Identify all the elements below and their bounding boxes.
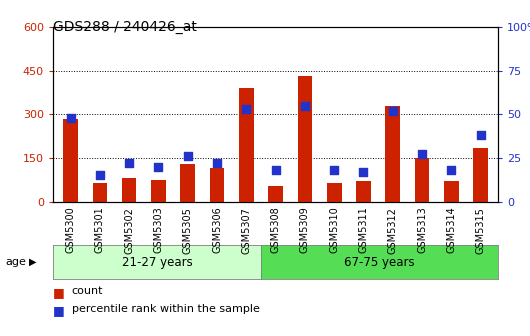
- Point: [154, 164, 163, 169]
- Text: GSM5300: GSM5300: [66, 207, 76, 253]
- Text: GSM5310: GSM5310: [329, 207, 339, 253]
- Point: [359, 169, 368, 175]
- Bar: [356, 181, 371, 202]
- Bar: [63, 119, 78, 202]
- Point: [301, 103, 309, 108]
- Bar: [444, 181, 458, 202]
- Text: GSM5308: GSM5308: [271, 207, 280, 253]
- Text: GSM5306: GSM5306: [212, 207, 222, 253]
- Text: GSM5303: GSM5303: [154, 207, 163, 253]
- Text: GSM5305: GSM5305: [183, 207, 193, 254]
- Text: 21-27 years: 21-27 years: [121, 256, 192, 268]
- Bar: [180, 164, 195, 202]
- Point: [330, 167, 339, 173]
- Point: [476, 132, 485, 138]
- Text: GSM5301: GSM5301: [95, 207, 105, 253]
- Point: [447, 167, 456, 173]
- Text: GSM5302: GSM5302: [124, 207, 134, 254]
- Point: [388, 108, 397, 114]
- Text: GSM5311: GSM5311: [358, 207, 368, 253]
- Bar: [268, 185, 283, 202]
- Bar: [297, 76, 312, 202]
- Text: GSM5312: GSM5312: [388, 207, 398, 254]
- Point: [183, 154, 192, 159]
- Text: GSM5315: GSM5315: [475, 207, 485, 254]
- Point: [271, 167, 280, 173]
- Point: [242, 106, 251, 112]
- Point: [213, 161, 221, 166]
- Text: ■: ■: [53, 286, 65, 299]
- Bar: [473, 148, 488, 202]
- Bar: [239, 88, 254, 202]
- Point: [95, 173, 104, 178]
- Text: ■: ■: [53, 304, 65, 317]
- Bar: [414, 158, 429, 202]
- Bar: [122, 178, 137, 202]
- Bar: [210, 168, 224, 202]
- Point: [66, 115, 75, 120]
- Text: GSM5314: GSM5314: [446, 207, 456, 253]
- Text: ▶: ▶: [29, 257, 37, 267]
- Text: count: count: [72, 286, 103, 296]
- Bar: [327, 183, 341, 202]
- Text: GSM5313: GSM5313: [417, 207, 427, 253]
- Text: GSM5307: GSM5307: [241, 207, 251, 254]
- Text: GDS288 / 240426_at: GDS288 / 240426_at: [53, 20, 197, 34]
- Text: percentile rank within the sample: percentile rank within the sample: [72, 304, 259, 314]
- Bar: [93, 183, 107, 202]
- Text: GSM5309: GSM5309: [300, 207, 310, 253]
- Point: [418, 152, 426, 157]
- Text: 67-75 years: 67-75 years: [344, 256, 415, 268]
- Bar: [151, 180, 166, 202]
- Text: age: age: [5, 257, 26, 267]
- Point: [125, 161, 134, 166]
- Bar: [385, 106, 400, 202]
